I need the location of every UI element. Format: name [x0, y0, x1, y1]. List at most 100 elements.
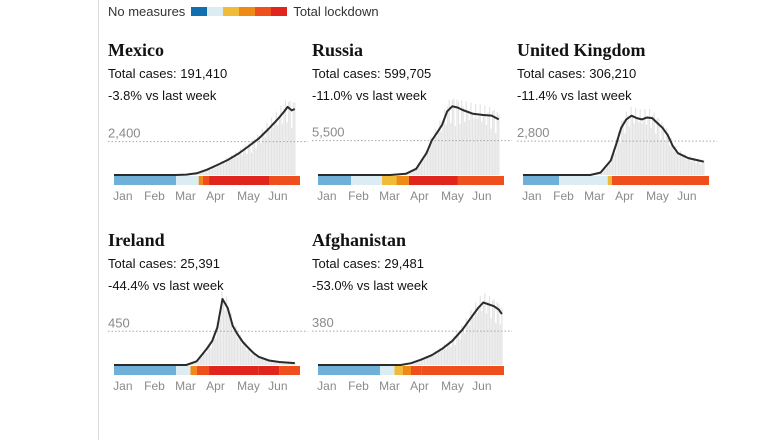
legend-swatch-6: [271, 6, 288, 16]
total-cases-label: Total cases: 306,210: [517, 66, 637, 81]
month-tick-label: Jan: [113, 189, 132, 203]
panel-afghanistan: Afghanistan Total cases: 29,481 -53.0% v…: [312, 230, 512, 420]
legend-swatch-5: [255, 6, 272, 16]
month-tick-label: Apr: [615, 189, 634, 203]
month-tick-label: Jan: [113, 379, 132, 393]
total-cases-label: Total cases: 191,410: [108, 66, 228, 81]
united-kingdom-chart: 2,800 Jan Feb Mar Apr May Jun: [517, 106, 717, 203]
mexico-chart: 2,400 Jan Feb Mar Apr May Jun: [108, 100, 308, 203]
legend-high-label: Total lockdown: [293, 3, 379, 19]
legend-swatch-4: [239, 6, 256, 16]
month-tick-label: May: [441, 379, 464, 393]
month-tick-label: Apr: [206, 379, 225, 393]
month-tick-label: May: [237, 379, 260, 393]
stringency-segment: [411, 366, 422, 375]
stringency-segment: [209, 366, 259, 375]
panel-title: Afghanistan: [312, 230, 407, 250]
panel-united-kingdom: United Kingdom Total cases: 306,210 -11.…: [517, 40, 717, 230]
legend-swatch-3: [223, 6, 240, 16]
month-tick-label: Feb: [348, 379, 369, 393]
month-tick-label: May: [646, 189, 669, 203]
reference-label: 380: [312, 315, 334, 330]
month-tick-label: Jun: [472, 379, 491, 393]
cases-trend-line: [318, 301, 503, 366]
month-tick-label: Jun: [268, 189, 287, 203]
stringency-segment: [559, 176, 608, 185]
stringency-legend: No measures Total lockdown: [108, 3, 379, 19]
stringency-segment: [380, 366, 395, 375]
stringency-segment: [269, 176, 300, 185]
month-tick-label: Apr: [410, 189, 429, 203]
panel-title: Ireland: [108, 230, 165, 250]
afghanistan-chart: 380 Jan Feb Mar Apr May Jun: [312, 293, 512, 393]
total-cases-label: Total cases: 29,481: [312, 256, 425, 271]
month-tick-label: May: [237, 189, 260, 203]
month-tick-label: Apr: [410, 379, 429, 393]
panel-title: Russia: [312, 40, 364, 60]
total-cases-label: Total cases: 25,391: [108, 256, 221, 271]
stringency-segment: [114, 176, 176, 185]
month-tick-label: Mar: [379, 189, 400, 203]
stringency-segment: [396, 176, 409, 185]
month-tick-label: Mar: [379, 379, 400, 393]
legend-low-label: No measures: [108, 3, 186, 19]
stringency-segment: [279, 366, 300, 375]
daily-case-spikes: [187, 291, 296, 365]
stringency-segment: [607, 176, 612, 185]
panel-russia: Russia Total cases: 599,705 -11.0% vs la…: [312, 40, 512, 230]
month-tick-label: Jan: [317, 189, 336, 203]
stringency-segment: [408, 176, 458, 185]
reference-label: 2,800: [517, 125, 550, 140]
cases-trend-line: [114, 105, 296, 176]
month-tick-label: Mar: [175, 379, 196, 393]
stringency-segment: [457, 176, 504, 185]
month-tick-label: Feb: [553, 189, 574, 203]
panel-title: Mexico: [108, 40, 164, 60]
stringency-segment: [202, 176, 210, 185]
month-tick-label: Jun: [677, 189, 696, 203]
stringency-segment: [176, 366, 191, 375]
month-tick-label: Feb: [348, 189, 369, 203]
stringency-segment: [351, 176, 383, 185]
month-tick-label: Mar: [584, 189, 605, 203]
stringency-segment: [523, 176, 560, 185]
left-divider-line: [98, 0, 99, 440]
month-tick-label: Jan: [522, 189, 541, 203]
total-cases-label: Total cases: 599,705: [312, 66, 432, 81]
legend-swatch-1: [191, 6, 208, 16]
weekly-change-label: -3.8% vs last week: [108, 88, 217, 103]
month-tick-label: Jun: [268, 379, 287, 393]
month-tick-label: Apr: [206, 189, 225, 203]
legend-color-scale: [191, 6, 288, 16]
panel-ireland: Ireland Total cases: 25,391 -44.4% vs la…: [108, 230, 308, 420]
reference-label: 5,500: [312, 125, 345, 140]
stringency-segment: [382, 176, 397, 185]
weekly-change-label: -11.4% vs last week: [517, 88, 632, 103]
weekly-change-label: -53.0% vs last week: [312, 278, 428, 293]
stringency-segment: [394, 366, 403, 375]
month-tick-label: Feb: [144, 189, 165, 203]
cases-trend-line: [114, 298, 295, 366]
weekly-change-label: -44.4% vs last week: [108, 278, 224, 293]
month-tick-label: May: [441, 189, 464, 203]
stringency-segment: [318, 366, 380, 375]
daily-case-spikes: [391, 98, 500, 175]
russia-chart: 5,500 Jan Feb Mar Apr May Jun: [312, 98, 512, 203]
cases-trend-line: [318, 105, 500, 176]
month-tick-label: Mar: [175, 189, 196, 203]
stringency-segment: [114, 366, 176, 375]
stringency-segment: [318, 176, 352, 185]
ireland-chart: 450 Jan Feb Mar Apr May Jun: [108, 291, 308, 393]
month-tick-label: Feb: [144, 379, 165, 393]
stringency-segment: [209, 176, 269, 185]
panel-mexico: Mexico Total cases: 191,410 -3.8% vs las…: [108, 40, 308, 230]
stringency-segment: [176, 176, 199, 185]
daily-case-spikes: [176, 100, 296, 175]
month-tick-label: Jun: [472, 189, 491, 203]
stringency-segment: [196, 366, 210, 375]
legend-swatch-2: [207, 6, 224, 16]
reference-label: 2,400: [108, 126, 141, 141]
panel-title: United Kingdom: [517, 40, 646, 60]
stringency-segment: [611, 176, 709, 185]
reference-label: 450: [108, 315, 130, 330]
